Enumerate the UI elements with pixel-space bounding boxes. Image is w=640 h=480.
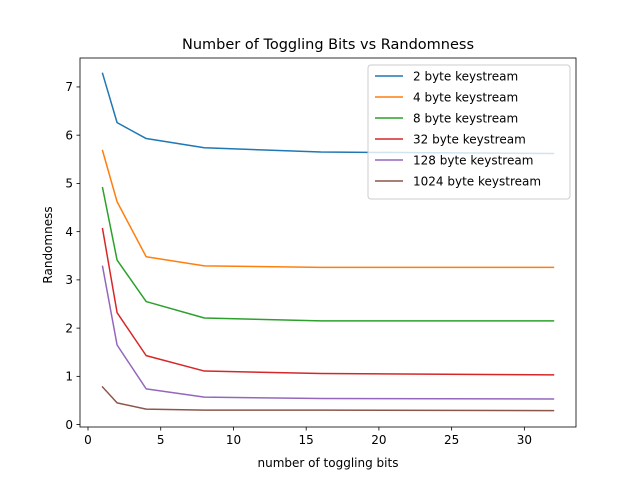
legend-label-3: 32 byte keystream bbox=[413, 132, 526, 146]
y-tick-label-1: 1 bbox=[65, 370, 73, 384]
plot-area: 0 5 10 15 20 25 30 0 1 2 3 4 5 6 7 bbox=[65, 57, 577, 447]
legend-label-0: 2 byte keystream bbox=[413, 69, 518, 83]
series-line-0 bbox=[101, 72, 555, 155]
series-line-3 bbox=[101, 227, 555, 376]
x-tick-label-5: 25 bbox=[444, 433, 459, 447]
x-tick-label-3: 15 bbox=[299, 433, 314, 447]
y-tick-label-7: 7 bbox=[65, 80, 73, 94]
series-line-2 bbox=[101, 186, 555, 322]
legend-label-4: 128 byte keystream bbox=[413, 153, 533, 167]
legend-label-1: 4 byte keystream bbox=[413, 90, 518, 104]
x-tick-label-6: 30 bbox=[517, 433, 532, 447]
chart-title: Number of Toggling Bits vs Randomness bbox=[182, 37, 474, 53]
legend-box bbox=[367, 64, 571, 200]
y-tick-label-6: 6 bbox=[65, 128, 73, 142]
legend: 2 byte keystream 4 byte keystream 8 byte k… bbox=[367, 64, 571, 200]
y-tick-label-4: 4 bbox=[65, 225, 73, 239]
x-tick-label-0: 0 bbox=[84, 433, 92, 447]
y-tick-label-3: 3 bbox=[65, 273, 73, 287]
legend-label-2: 8 byte keystream bbox=[413, 111, 518, 125]
x-tick-label-4: 20 bbox=[371, 433, 386, 447]
y-axis-label: Randomness bbox=[41, 206, 55, 283]
legend-label-5: 1024 byte keystream bbox=[413, 174, 541, 188]
x-tick-label-1: 5 bbox=[157, 433, 165, 447]
x-axis-label: number of toggling bits bbox=[258, 456, 399, 470]
series-line-4 bbox=[101, 265, 555, 400]
x-tick-label-2: 10 bbox=[226, 433, 241, 447]
y-tick-label-2: 2 bbox=[65, 321, 73, 335]
series-line-1 bbox=[101, 149, 555, 269]
y-tick-label-5: 5 bbox=[65, 177, 73, 191]
plot-frame bbox=[79, 57, 577, 428]
y-tick-label-0: 0 bbox=[65, 418, 73, 432]
series-line-5 bbox=[101, 385, 555, 412]
